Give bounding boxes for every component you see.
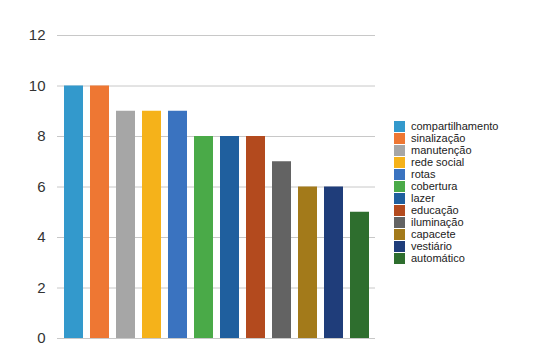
html-text:manutenção: manutenção <box>411 144 472 156</box>
html-text:rotas: rotas <box>411 168 436 180</box>
svg-text:6: 6 <box>37 178 45 195</box>
html-text:lazer: lazer <box>411 192 435 204</box>
html-text:iluminação: iluminação <box>411 216 464 228</box>
svg-text:10: 10 <box>29 77 46 94</box>
html-text:compartilhamento: compartilhamento <box>411 120 499 132</box>
html-text:automático: automático <box>411 252 465 264</box>
html-text:educação: educação <box>411 204 459 216</box>
svg-text:4: 4 <box>37 228 45 245</box>
svg-text:2: 2 <box>37 279 45 296</box>
svg-text:0: 0 <box>37 329 45 346</box>
svg-text:12: 12 <box>29 26 46 43</box>
html-text:vestiário: vestiário <box>411 240 452 252</box>
html-text:capacete: capacete <box>411 228 456 240</box>
svg-text:8: 8 <box>37 127 45 144</box>
html-text:rede social: rede social <box>411 156 465 168</box>
html-text:cobertura: cobertura <box>411 180 458 192</box>
html-text:sinalização: sinalização <box>411 132 466 144</box>
